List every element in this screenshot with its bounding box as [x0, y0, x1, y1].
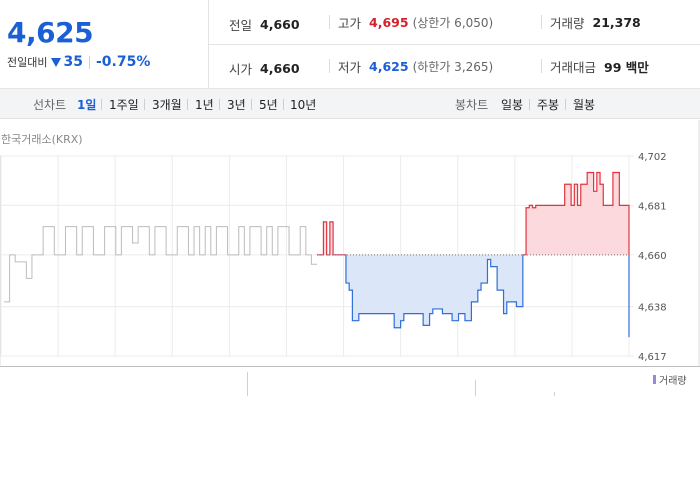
stat-label: 저가	[338, 59, 362, 75]
toolbar-divider	[219, 99, 220, 110]
line-chart-label: 선차트	[33, 98, 67, 112]
chart-toolbar: 선차트 1일 1주일 3개월 1년 3년 5년 10년 봉차트 일봉 주봉 월봉	[0, 89, 700, 119]
volume-legend-label: 거래량	[659, 376, 687, 387]
volume-legend: 거래량	[653, 372, 687, 387]
current-price: 4,625	[7, 16, 94, 49]
down-triangle-icon	[51, 57, 62, 67]
candle-daily[interactable]: 일봉	[501, 98, 524, 112]
change-rate: -0.75%	[95, 54, 151, 70]
stat-label: 시가	[229, 62, 253, 77]
period-5y[interactable]: 5년	[259, 98, 278, 112]
stat-open: 시가 4,660	[229, 59, 300, 78]
volume-bar	[554, 392, 555, 396]
price-chart: 4,702 4,681 4,660 4,638 4,617	[0, 120, 700, 366]
stats-divider	[209, 44, 700, 45]
stat-limit: (상한가 6,050)	[412, 15, 494, 30]
stat-value: 4,625	[369, 58, 409, 74]
candle-chart-label: 봉차트	[455, 98, 489, 112]
series-today-fill-up	[323, 172, 629, 255]
volume-bar	[475, 380, 476, 396]
change-row: 전일대비 35 -0.75%	[7, 54, 150, 70]
toolbar-divider	[101, 99, 102, 110]
price-box: 4,625 전일대비 35 -0.75%	[0, 0, 209, 88]
toolbar-divider	[144, 99, 145, 110]
stat-limit: (하한가 3,265)	[412, 59, 494, 74]
period-3m[interactable]: 3개월	[152, 98, 182, 112]
period-1w[interactable]: 1주일	[109, 98, 139, 112]
toolbar-divider	[187, 99, 188, 110]
y-tick-label: 4,638	[638, 303, 667, 314]
chart-bottom-border	[0, 366, 700, 367]
change-label: 전일대비	[7, 56, 48, 69]
toolbar-divider	[251, 99, 252, 110]
stat-value: 21,378	[592, 14, 641, 30]
stat-value: 99 백만	[604, 59, 649, 75]
period-1y[interactable]: 1년	[195, 98, 214, 112]
series-today-line-down	[317, 254, 630, 338]
volume-legend-swatch	[653, 375, 656, 384]
candle-weekly[interactable]: 주봉	[537, 98, 560, 112]
series-today-line-up	[317, 171, 630, 255]
y-tick-label: 4,681	[638, 201, 667, 212]
candle-monthly[interactable]: 월봉	[573, 98, 596, 112]
stat-value: 4,660	[260, 61, 300, 76]
stat-low: 저가 4,625 (하한가 3,265)	[329, 58, 494, 75]
stat-label: 거래량	[550, 15, 585, 31]
toolbar-divider	[529, 99, 530, 110]
stat-volume: 거래량 21,378	[541, 14, 641, 31]
y-tick-label: 4,660	[638, 251, 667, 262]
change-divider	[88, 55, 90, 69]
y-tick-label: 4,702	[638, 152, 667, 163]
toolbar-divider	[565, 99, 566, 110]
stat-label: 거래대금	[550, 59, 597, 75]
stats-panel: 전일 4,660 고가 4,695 (상한가 6,050) 거래량 21,378…	[209, 0, 700, 88]
period-1d[interactable]: 1일	[77, 98, 97, 112]
stat-high: 고가 4,695 (상한가 6,050)	[329, 14, 494, 31]
stat-label: 전일	[229, 18, 253, 33]
stat-label: 고가	[338, 15, 362, 31]
y-tick-label: 4,617	[638, 352, 667, 363]
stat-prev-close: 전일 4,660	[229, 15, 300, 34]
series-previous-day-line	[4, 226, 317, 303]
chart-source-label: 한국거래소(KRX)	[1, 133, 83, 146]
series-today-fill-down	[317, 254, 629, 338]
period-10y[interactable]: 10년	[290, 98, 317, 112]
volume-bar	[247, 372, 248, 396]
change-value: 35	[63, 54, 83, 70]
period-3y[interactable]: 3년	[227, 98, 246, 112]
stat-value: 4,660	[260, 17, 300, 32]
toolbar-divider	[283, 99, 284, 110]
stat-amount: 거래대금 99 백만	[541, 59, 649, 75]
quote-header: 4,625 전일대비 35 -0.75% 전일 4,660 고가 4,695 (…	[0, 0, 700, 89]
stat-value: 4,695	[369, 14, 409, 30]
